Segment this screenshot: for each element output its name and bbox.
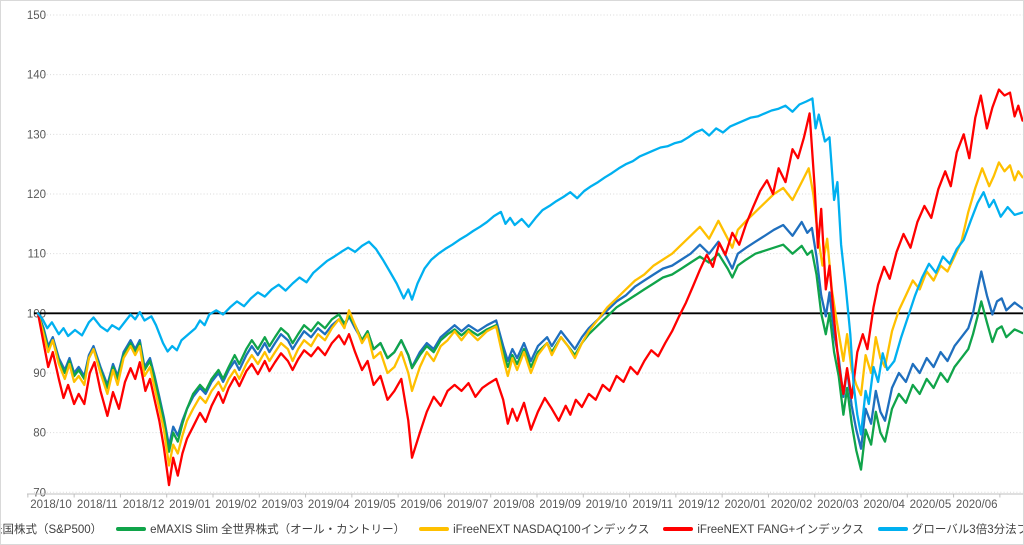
x-tick-label-2018-12: 2018/12 (123, 499, 165, 511)
series-line-global_3x (36, 97, 1023, 436)
y-tick-label-80: 80 (33, 428, 46, 440)
x-tick-label-2019-09: 2019/09 (539, 499, 581, 511)
x-tick-label-2019-07: 2019/07 (447, 499, 489, 511)
x-tick-label-2020-04: 2020/04 (863, 499, 905, 511)
x-tick-label-2019-12: 2019/12 (678, 499, 720, 511)
series-line-sp500 (36, 220, 1023, 450)
legend-label-global_3x: グローバル3倍3分法ファンド（1年決算型） (911, 524, 1023, 536)
legend-swatch-all_country (116, 527, 147, 531)
x-tick-label-2020-02: 2020/02 (771, 499, 813, 511)
legend-item-sp500[interactable]: eMAXIS Slim 米国株式（S&P500） (0, 521, 103, 537)
x-tick-label-2020-05: 2020/05 (910, 499, 952, 511)
legend-label-nasdaq100: iFreeNEXT NASDAQ100インデックス (453, 524, 650, 536)
y-tick-label-120: 120 (27, 189, 46, 201)
x-tick-label-2020-06: 2020/06 (956, 499, 998, 511)
y-tick-label-110: 110 (28, 249, 46, 261)
legend-item-all_country[interactable]: eMAXIS Slim 全世界株式（オール・カントリー） (116, 521, 405, 537)
legend-item-fang_plus[interactable]: iFreeNEXT FANG+インデックス (663, 521, 864, 537)
y-tick-label-140: 140 (27, 70, 46, 82)
legend-item-nasdaq100[interactable]: iFreeNEXT NASDAQ100インデックス (419, 521, 649, 537)
x-tick-label-2019-11: 2019/11 (632, 499, 673, 511)
legend-label-all_country: eMAXIS Slim 全世界株式（オール・カントリー） (150, 524, 406, 536)
x-tick-label-2019-01: 2019/01 (169, 499, 211, 511)
chart-legend: eMAXIS Slim 米国株式（S&P500） eMAXIS Slim 全世界株… (1, 514, 1023, 544)
x-tick-label-2019-05: 2019/05 (354, 499, 396, 511)
x-tick-label-2020-03: 2020/03 (817, 499, 859, 511)
x-tick-label-2019-04: 2019/04 (308, 499, 350, 511)
legend-swatch-global_3x (877, 527, 908, 531)
x-axis-labels: 2018/10 2018/11 2018/12 2019/01 2019/02 2019/… (30, 499, 997, 511)
x-tick-label-2018-11: 2018/11 (77, 499, 118, 511)
legend-swatch-nasdaq100 (419, 527, 450, 531)
y-tick-label-150: 150 (27, 10, 46, 22)
x-tick-label-2019-03: 2019/03 (262, 499, 304, 511)
x-tick-label-2019-10: 2019/10 (586, 499, 628, 511)
y-tick-label-70: 70 (33, 487, 46, 499)
legend-label-sp500: eMAXIS Slim 米国株式（S&P500） (0, 524, 103, 536)
y-tick-label-130: 130 (27, 129, 46, 141)
x-tick-label-2019-08: 2019/08 (493, 499, 535, 511)
legend-label-fang_plus: iFreeNEXT FANG+インデックス (697, 524, 864, 536)
x-tick-label-2019-02: 2019/02 (215, 499, 257, 511)
x-tick-label-2018-10: 2018/10 (30, 499, 72, 511)
x-tick-label-2019-06: 2019/06 (400, 499, 442, 511)
series-line-fang_plus (36, 88, 1023, 487)
legend-item-global_3x[interactable]: グローバル3倍3分法ファンド（1年決算型） (877, 521, 1023, 537)
y-tick-label-90: 90 (33, 368, 46, 380)
x-tick-label-2020-01: 2020/01 (725, 499, 767, 511)
legend-swatch-fang_plus (663, 527, 694, 531)
series-line-nasdaq100 (36, 161, 1023, 467)
x-axis-ticks (27, 494, 1001, 498)
